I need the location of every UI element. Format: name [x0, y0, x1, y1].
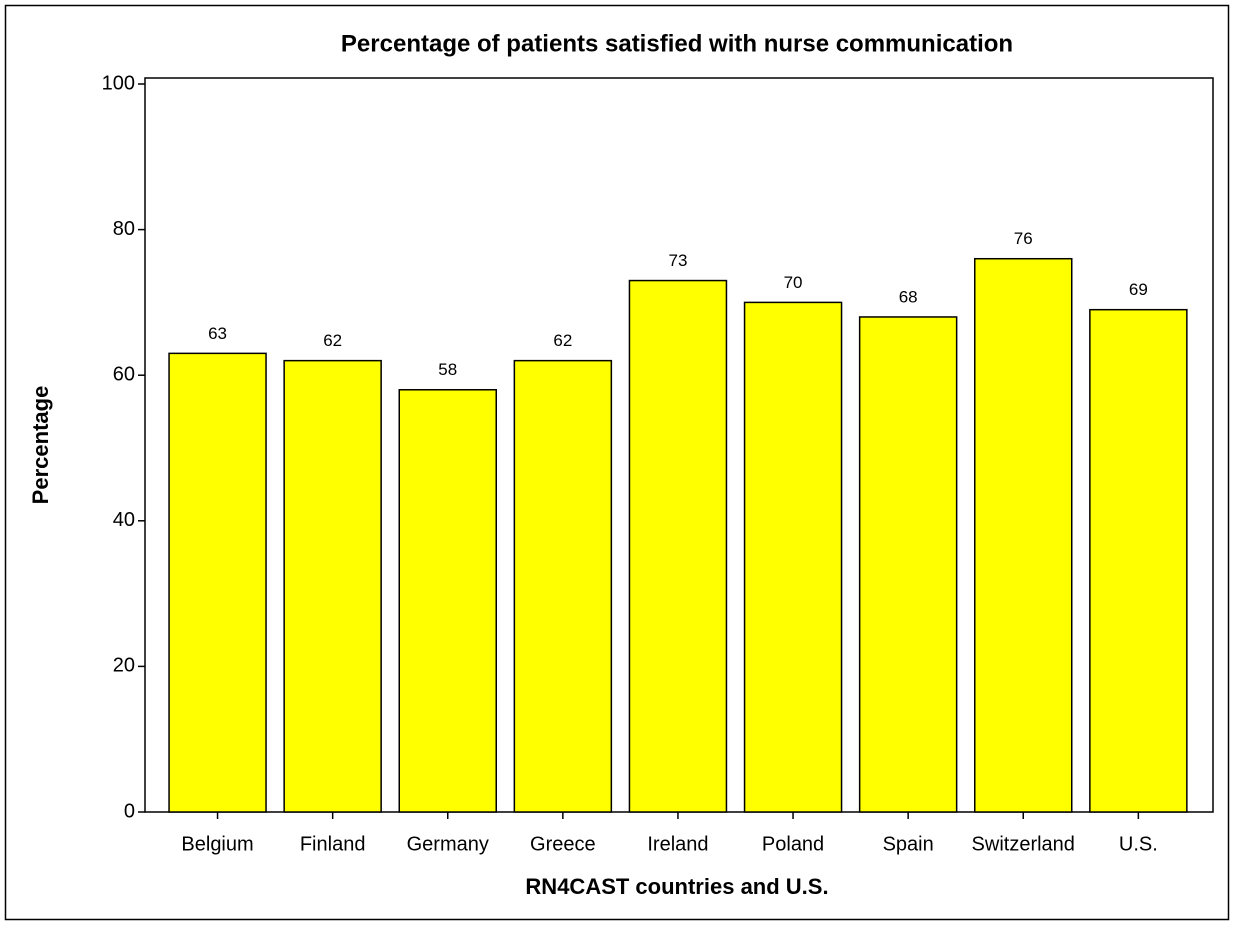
value-label: 76: [1014, 229, 1033, 248]
bar: [398, 389, 497, 813]
y-tick-label: 100: [102, 72, 135, 94]
y-tick-label: 40: [113, 509, 135, 531]
y-axis-label: Percentage: [28, 386, 53, 505]
value-label: 69: [1129, 280, 1148, 299]
bar: [628, 279, 728, 813]
value-label: 70: [784, 273, 803, 292]
value-label: 62: [553, 331, 572, 350]
x-tick-label: Ireland: [647, 833, 708, 855]
x-tick-label: Poland: [762, 833, 824, 855]
bar: [283, 359, 382, 813]
y-tick-label: 20: [113, 655, 135, 677]
x-axis-label: RN4CAST countries and U.S.: [525, 874, 828, 899]
bar: [513, 359, 613, 813]
x-tick-label: Finland: [300, 833, 366, 855]
bar: [168, 352, 267, 813]
bar: [858, 316, 958, 813]
y-tick-label: 60: [113, 363, 135, 385]
value-label: 62: [323, 331, 342, 350]
x-tick-label: Germany: [407, 833, 489, 855]
bar: [1089, 308, 1188, 813]
value-label: 73: [668, 251, 687, 270]
y-tick-label: 80: [113, 218, 135, 240]
value-label: 68: [899, 287, 918, 306]
x-tick-label: Greece: [530, 833, 596, 855]
x-tick-label: Spain: [883, 833, 934, 855]
y-tick-label: 0: [124, 800, 135, 822]
chart-title: Percentage of patients satisfied with nu…: [341, 30, 1013, 57]
bar: [974, 257, 1073, 813]
x-tick-label: Switzerland: [972, 833, 1075, 855]
bar: [743, 301, 843, 813]
value-label: 63: [208, 324, 227, 343]
x-tick-label: U.S.: [1119, 833, 1158, 855]
x-tick-label: Belgium: [181, 833, 253, 855]
value-label: 58: [438, 360, 457, 379]
